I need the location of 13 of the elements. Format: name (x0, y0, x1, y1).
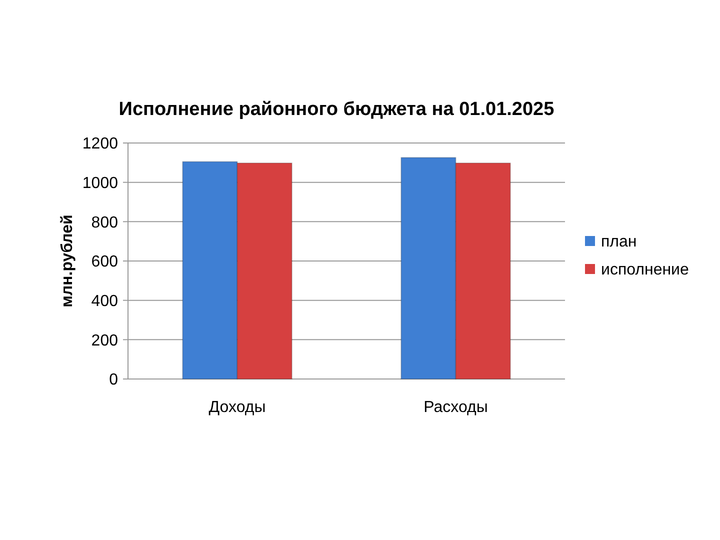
chart-title: Исполнение районного бюджета на 01.01.2025 (118, 99, 555, 120)
y-axis-title: млн.рублей (59, 214, 76, 308)
y-tick-label: 400 (91, 292, 118, 310)
x-tick-label: Расходы (424, 399, 488, 416)
legend-label: исполнение (601, 262, 689, 279)
y-tick-label: 200 (91, 332, 118, 350)
x-tick-label: Доходы (208, 399, 266, 416)
legend-label: план (601, 234, 637, 251)
y-tick-label: 1200 (82, 136, 118, 153)
y-tick-label: 800 (91, 214, 118, 232)
y-tick-label: 0 (109, 372, 118, 389)
y-tick-label: 600 (91, 254, 118, 271)
y-tick-label: 1000 (82, 174, 118, 192)
